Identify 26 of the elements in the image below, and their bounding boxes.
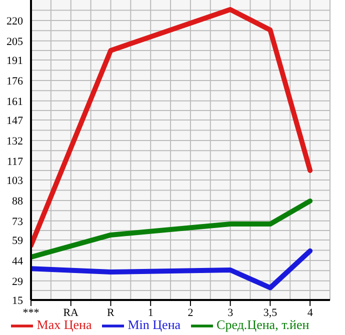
- y-tick-label: 220: [6, 15, 24, 28]
- x-tick-label: RA: [63, 306, 79, 319]
- y-tick-label: 191: [6, 54, 23, 67]
- legend-label: Max Цена: [36, 316, 92, 332]
- y-tick-label: 161: [6, 96, 23, 108]
- y-tick-label: 205: [6, 36, 24, 48]
- y-tick-label: 44: [12, 255, 24, 268]
- x-tick-label: 1: [148, 306, 154, 319]
- x-tick-label: ***: [22, 306, 40, 319]
- x-tick-label: R: [107, 306, 116, 319]
- y-tick-label: 59: [12, 234, 24, 247]
- x-tick-label: 3,5: [263, 306, 278, 319]
- y-tick-label: 132: [6, 135, 23, 148]
- y-tick-label: 103: [6, 174, 24, 187]
- legend-label: Сред.Цена, т.йен: [216, 316, 310, 332]
- y-tick-label: 88: [12, 195, 24, 208]
- x-tick-label: 2: [188, 306, 194, 319]
- y-tick-label: 117: [6, 156, 24, 168]
- y-tick-label: 29: [12, 276, 24, 288]
- x-tick-label: 4: [307, 306, 314, 319]
- y-tick-label: 73: [12, 216, 24, 228]
- y-tick-label: 147: [6, 114, 24, 127]
- y-tick-label: 176: [6, 75, 24, 88]
- y-tick-label: 15: [12, 294, 24, 307]
- x-tick-label: 3: [228, 306, 234, 319]
- legend-label: Min Цена: [128, 316, 181, 332]
